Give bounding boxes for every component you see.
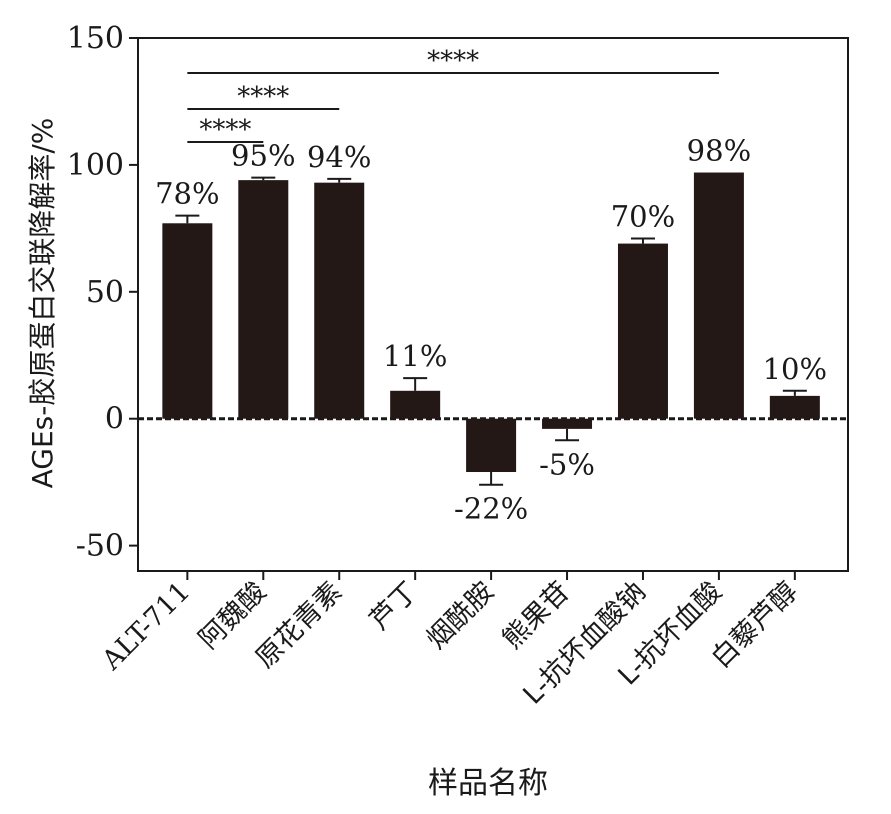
y-axis-label: AGEs-胶原蛋白交联降解率/% [26,118,59,489]
bar [542,418,593,429]
significance-label: **** [427,46,479,76]
data-label: 10% [763,352,827,386]
x-tick-label: 烟酰胺 [421,576,500,655]
bar [238,180,289,419]
significance-label: **** [199,115,251,145]
bar [390,390,441,419]
plot-area: -5005010015078%ALT-71195%阿魏酸94%原花青素11%芦丁… [67,21,849,711]
bar [769,395,820,419]
y-tick-label: 150 [67,21,124,56]
data-label: 11% [383,339,447,373]
y-tick-label: 100 [67,148,124,183]
data-label: 78% [155,177,219,211]
data-label: 70% [611,200,675,234]
bar [617,243,668,419]
x-tick-label: ALT-711 [96,576,197,677]
x-tick-label: 芦丁 [364,576,424,636]
plot-frame [137,37,849,572]
data-label: 95% [231,139,295,173]
significance-label: **** [237,82,289,112]
bar [466,418,517,473]
data-label: -22% [454,492,528,526]
y-tick-label: 50 [86,275,124,310]
data-label: -5% [539,447,595,481]
y-tick-label: -50 [76,529,124,564]
data-label: 94% [307,140,371,174]
x-axis-label: 样品名称 [428,766,548,801]
bar [314,182,365,419]
bar [693,172,744,419]
data-label: 98% [687,134,751,168]
y-tick-label: 0 [105,402,124,437]
bar [162,223,213,419]
